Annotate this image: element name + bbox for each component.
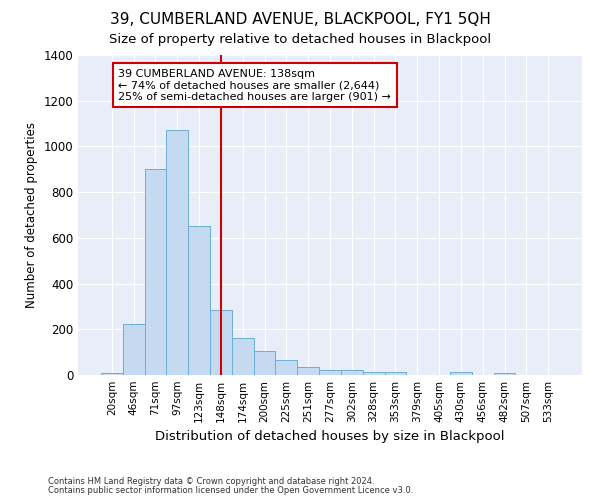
Bar: [450, 372, 472, 375]
Bar: [385, 372, 406, 375]
X-axis label: Distribution of detached houses by size in Blackpool: Distribution of detached houses by size …: [155, 430, 505, 444]
Bar: [210, 310, 232, 375]
Text: 39, CUMBERLAND AVENUE, BLACKPOOL, FY1 5QH: 39, CUMBERLAND AVENUE, BLACKPOOL, FY1 5Q…: [110, 12, 490, 28]
Bar: [188, 226, 210, 375]
Text: Contains public sector information licensed under the Open Government Licence v3: Contains public sector information licen…: [48, 486, 413, 495]
Text: Size of property relative to detached houses in Blackpool: Size of property relative to detached ho…: [109, 32, 491, 46]
Bar: [319, 370, 341, 375]
Bar: [275, 360, 297, 375]
Bar: [494, 372, 515, 375]
Text: Contains HM Land Registry data © Crown copyright and database right 2024.: Contains HM Land Registry data © Crown c…: [48, 477, 374, 486]
Y-axis label: Number of detached properties: Number of detached properties: [25, 122, 38, 308]
Bar: [297, 367, 319, 375]
Bar: [363, 372, 385, 375]
Text: 39 CUMBERLAND AVENUE: 138sqm
← 74% of detached houses are smaller (2,644)
25% of: 39 CUMBERLAND AVENUE: 138sqm ← 74% of de…: [118, 68, 391, 102]
Bar: [166, 130, 188, 375]
Bar: [232, 338, 254, 375]
Bar: [123, 324, 145, 375]
Bar: [145, 170, 166, 375]
Bar: [254, 351, 275, 375]
Bar: [101, 372, 123, 375]
Bar: [341, 370, 363, 375]
